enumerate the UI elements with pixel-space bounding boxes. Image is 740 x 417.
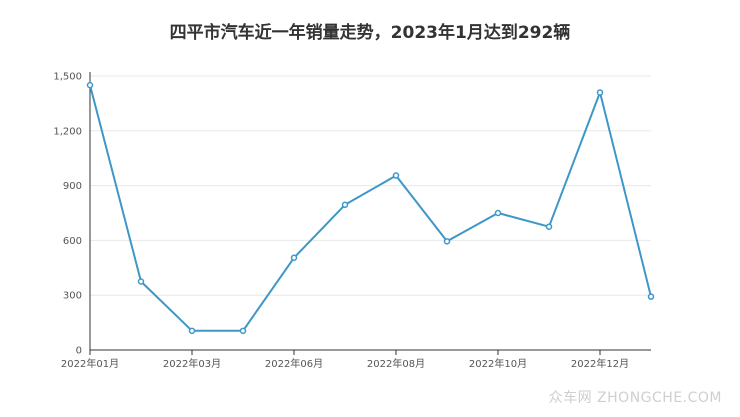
y-tick-label: 300 <box>63 291 82 302</box>
y-tick-label: 1,200 <box>53 126 82 137</box>
grid-lines <box>90 75 651 296</box>
data-point[interactable] <box>239 327 247 335</box>
series-layer <box>86 81 655 335</box>
data-point[interactable] <box>290 254 298 262</box>
chart-title: 四平市汽车近一年销量走势，2023年1月达到292辆 <box>169 23 571 43</box>
data-point[interactable] <box>494 209 502 217</box>
x-tick-label: 2022年06月 <box>265 357 323 370</box>
x-tick-label: 2022年10月 <box>469 357 527 370</box>
x-tick-label: 2022年12月 <box>571 357 629 370</box>
x-tick-label: 2022年01月 <box>61 357 119 370</box>
data-point[interactable] <box>86 81 94 89</box>
data-point[interactable] <box>596 89 604 96</box>
y-tick-label: 600 <box>63 236 82 247</box>
data-point[interactable] <box>392 172 400 179</box>
y-tick-label: 0 <box>76 346 82 357</box>
x-tick-label: 2022年03月 <box>163 357 221 370</box>
data-point[interactable] <box>545 223 553 230</box>
axes <box>89 72 651 355</box>
data-point[interactable] <box>341 201 349 209</box>
data-point[interactable] <box>443 238 451 245</box>
x-tick-label: 2022年08月 <box>367 357 425 370</box>
series-line <box>89 84 652 332</box>
y-tick-label: 1,500 <box>53 72 82 83</box>
data-point[interactable] <box>647 293 655 300</box>
data-point[interactable] <box>137 278 145 285</box>
data-point[interactable] <box>188 327 196 335</box>
tick-labels: 0 300 600 900 1,200 1,500 2022年01月 2022年03月 2022… <box>53 72 629 371</box>
y-tick-label: 900 <box>63 181 82 192</box>
watermark: 众车网 ZHONGCHE.COM <box>548 390 722 406</box>
